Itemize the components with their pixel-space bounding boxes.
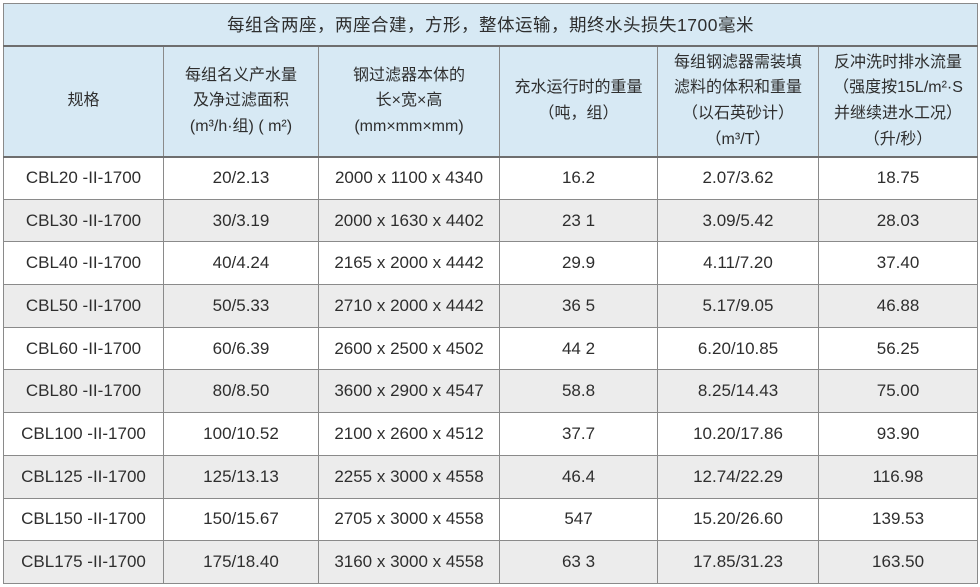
table-cell: 15.20/26.60: [657, 497, 819, 542]
filter-spec-table: 每组含两座，两座合建，方形，整体运输，期终水头损失1700毫米 规格 每组名义产…: [2, 3, 979, 584]
table-cell: 3600 x 2900 x 4547: [318, 369, 500, 414]
table-cell: 37.40: [817, 241, 979, 286]
table-cell: 28.03: [817, 198, 979, 243]
table-cell: 63 3: [499, 540, 658, 584]
table-row: CBL125 -II-1700 125/13.13 2255 x 3000 x 45…: [3, 454, 979, 499]
table-title: 每组含两座，两座合建，方形，整体运输，期终水头损失1700毫米: [2, 3, 979, 47]
col-header-backwash-flow: 反冲洗时排水流量 （强度按15L/m²·S 并继续进水工况） （升/秒）: [817, 45, 979, 158]
table-row: CBL20 -II-1700 20/2.13 2000 x 1100 x 4340 1…: [3, 156, 979, 200]
table-cell: CBL100 -II-1700: [3, 412, 164, 456]
table-cell: 58.8: [499, 369, 658, 414]
table-cell: 36 5: [499, 284, 658, 328]
table-cell: 2705 x 3000 x 4558: [318, 497, 500, 542]
col-header-capacity-area: 每组名义产水量 及净过滤面积 (m³/h·组) ( m²): [163, 45, 319, 158]
table-row: CBL60 -II-1700 60/6.39 2600 x 2500 x 4502 4…: [3, 326, 979, 371]
table-cell: 56.25: [817, 326, 979, 371]
table-cell: 163.50: [817, 540, 979, 584]
table-cell: 16.2: [499, 156, 658, 200]
table-cell: 80/8.50: [163, 369, 319, 414]
table-cell: CBL80 -II-1700: [3, 369, 164, 414]
table-cell: CBL150 -II-1700: [3, 497, 164, 542]
table-cell: 12.74/22.29: [657, 454, 819, 499]
col-header-filled-weight: 充水运行时的重量 （吨，组）: [499, 45, 658, 158]
col-header-media-volume: 每组钢滤器需装填 滤料的体积和重量 （以石英砂计） （m³/T）: [657, 45, 819, 158]
table-cell: 93.90: [817, 412, 979, 456]
table-body: CBL20 -II-1700 20/2.13 2000 x 1100 x 4340 1…: [3, 156, 979, 584]
table-cell: 40/4.24: [163, 241, 319, 286]
table-cell: 37.7: [499, 412, 658, 456]
table-cell: 4.11/7.20: [657, 241, 819, 286]
table-cell: CBL40 -II-1700: [3, 241, 164, 286]
table-cell: 139.53: [817, 497, 979, 542]
table-cell: 6.20/10.85: [657, 326, 819, 371]
table-row: CBL100 -II-1700 100/10.52 2100 x 2600 x 45…: [3, 412, 979, 456]
table-cell: 5.17/9.05: [657, 284, 819, 328]
table-cell: 2600 x 2500 x 4502: [318, 326, 500, 371]
table-cell: 547: [499, 497, 658, 542]
table-cell: 100/10.52: [163, 412, 319, 456]
table-cell: 50/5.33: [163, 284, 319, 328]
table-cell: 125/13.13: [163, 454, 319, 499]
table-cell: 18.75: [817, 156, 979, 200]
table-title-row: 每组含两座，两座合建，方形，整体运输，期终水头损失1700毫米: [2, 3, 979, 47]
table-cell: 44 2: [499, 326, 658, 371]
table-cell: 30/3.19: [163, 198, 319, 243]
table-cell: CBL20 -II-1700: [3, 156, 164, 200]
table-cell: 20/2.13: [163, 156, 319, 200]
table-cell: CBL125 -II-1700: [3, 454, 164, 499]
table-cell: 3160 x 3000 x 4558: [318, 540, 500, 584]
table-cell: CBL30 -II-1700: [3, 198, 164, 243]
table-cell: 17.85/31.23: [657, 540, 819, 584]
table-cell: 2165 x 2000 x 4442: [318, 241, 500, 286]
table-cell: 2710 x 2000 x 4442: [318, 284, 500, 328]
col-header-spec: 规格: [3, 45, 164, 158]
col-header-dimensions: 钢过滤器本体的 长×宽×高 (mm×mm×mm): [318, 45, 500, 158]
table-cell: 175/18.40: [163, 540, 319, 584]
table-cell: CBL60 -II-1700: [3, 326, 164, 371]
table-row: CBL80 -II-1700 80/8.50 3600 x 2900 x 4547 5…: [3, 369, 979, 414]
table-cell: 2000 x 1100 x 4340: [318, 156, 500, 200]
table-cell: 60/6.39: [163, 326, 319, 371]
table-cell: 2255 x 3000 x 4558: [318, 454, 500, 499]
table-cell: 46.4: [499, 454, 658, 499]
table-row: CBL30 -II-1700 30/3.19 2000 x 1630 x 4402 2…: [3, 198, 979, 243]
table-cell: 116.98: [817, 454, 979, 499]
column-header-row: 规格 每组名义产水量 及净过滤面积 (m³/h·组) ( m²) 钢过滤器本体的…: [3, 45, 979, 158]
table-cell: 2.07/3.62: [657, 156, 819, 200]
table-cell: 29.9: [499, 241, 658, 286]
table-cell: 2100 x 2600 x 4512: [318, 412, 500, 456]
table-cell: CBL50 -II-1700: [3, 284, 164, 328]
table-cell: 10.20/17.86: [657, 412, 819, 456]
table-row: CBL150 -II-1700 150/15.67 2705 x 3000 x 45…: [3, 497, 979, 542]
table-row: CBL50 -II-1700 50/5.33 2710 x 2000 x 4442 3…: [3, 284, 979, 328]
table-cell: 46.88: [817, 284, 979, 328]
table-cell: CBL175 -II-1700: [3, 540, 164, 584]
table-cell: 75.00: [817, 369, 979, 414]
table-cell: 8.25/14.43: [657, 369, 819, 414]
table-row: CBL175 -II-1700 175/18.40 3160 x 3000 x 45…: [3, 540, 979, 584]
table-cell: 150/15.67: [163, 497, 319, 542]
table-cell: 23 1: [499, 198, 658, 243]
table-cell: 3.09/5.42: [657, 198, 819, 243]
table-cell: 2000 x 1630 x 4402: [318, 198, 500, 243]
table-row: CBL40 -II-1700 40/4.24 2165 x 2000 x 4442 2…: [3, 241, 979, 286]
